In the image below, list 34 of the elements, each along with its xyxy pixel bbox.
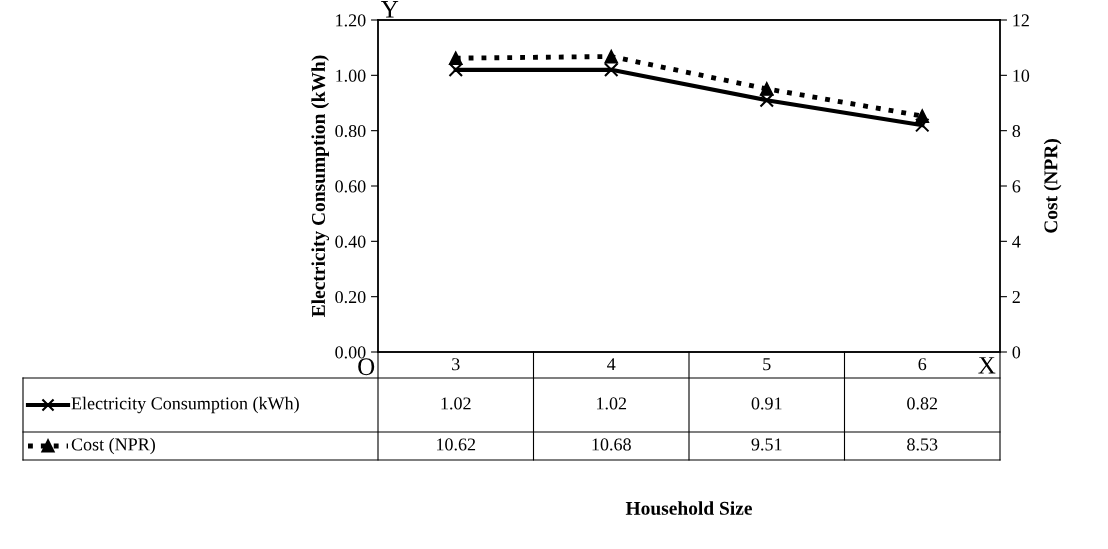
data-label: 10.68 [592,438,631,451]
y-tick-label: 1.00 [336,69,366,82]
y-tick-label: 0.00 [335,346,366,359]
text: Y [381,1,399,18]
text: O [358,358,375,376]
y2-tick-label: 2 [1012,290,1020,303]
data-label: 8.53 [907,438,938,451]
legend-label: Electricity Consumption (kWh) [71,396,299,414]
x-tick-label: 4 [607,358,616,371]
text: X [978,357,996,374]
y-axis-title: Electricity Consumption (kWh) [311,55,330,317]
legend-label: Cost (NPR) [71,437,155,455]
text: Household Size [625,501,752,515]
y2-tick-label: 6 [1012,180,1021,193]
y-tick-label: 0.20 [335,290,366,304]
y2-tick-label: 8 [1012,124,1021,138]
y-tick-label: 0.80 [335,124,366,138]
y-tick-label: 1.20 [336,14,366,27]
data-label: 1.02 [441,397,471,410]
x-tick-label: 5 [763,358,771,371]
data-label: 0.82 [907,397,938,410]
x-tick-label: 6 [918,358,927,371]
y-tick-label: 0.40 [335,235,366,248]
data-label: 0.91 [751,397,782,410]
y2-axis-title: Cost (NPR) [1043,139,1062,233]
x-tick-label: 3 [452,358,460,371]
data-label: 1.02 [597,397,627,410]
y2-tick-label: 12 [1013,14,1029,27]
y2-tick-label: 4 [1012,235,1021,248]
y-tick-label: 0.60 [335,180,366,193]
data-label: 9.51 [751,438,782,451]
y2-tick-label: 0 [1012,346,1021,359]
y2-tick-label: 10 [1013,69,1030,82]
data-label: 10.62 [437,438,476,451]
